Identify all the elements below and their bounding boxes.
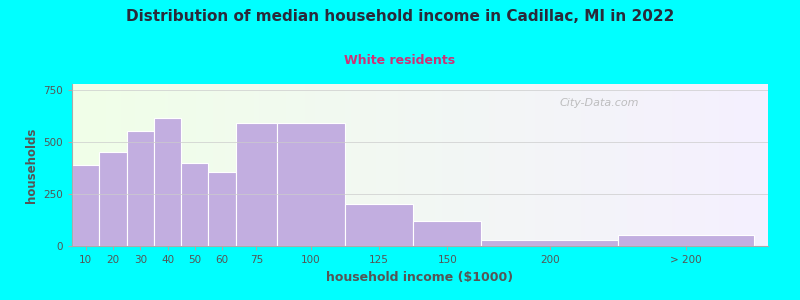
Y-axis label: households: households (25, 127, 38, 203)
Bar (413, 221, 482, 246)
Bar (209, 172, 236, 246)
Bar (126, 131, 154, 246)
Text: White residents: White residents (345, 54, 455, 67)
Bar (482, 240, 618, 246)
Bar (618, 235, 754, 246)
Bar (236, 124, 277, 246)
Text: City-Data.com: City-Data.com (559, 98, 638, 108)
Bar (72, 165, 99, 246)
Bar (277, 124, 345, 246)
Bar (99, 152, 126, 246)
Text: Distribution of median household income in Cadillac, MI in 2022: Distribution of median household income … (126, 9, 674, 24)
Bar (181, 163, 209, 246)
X-axis label: household income ($1000): household income ($1000) (326, 271, 514, 284)
Bar (154, 118, 181, 246)
Bar (345, 205, 413, 246)
